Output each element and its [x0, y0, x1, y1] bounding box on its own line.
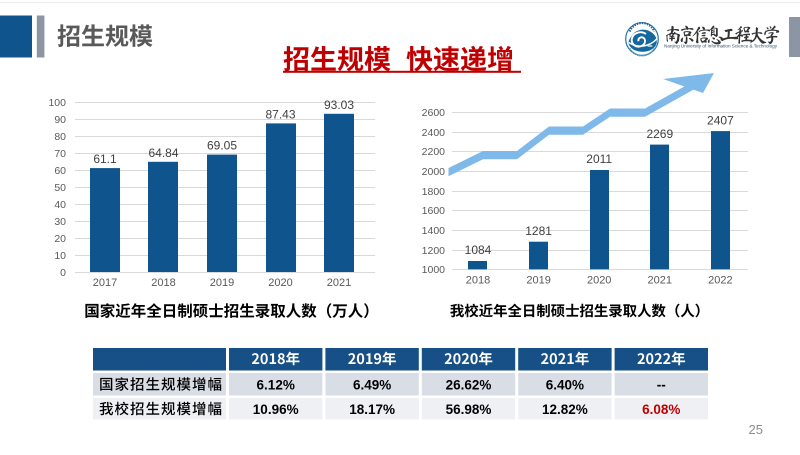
svg-text:50: 50 [54, 182, 66, 194]
svg-text:1600: 1600 [422, 205, 446, 217]
svg-text:25: 25 [749, 422, 763, 437]
svg-text:1084: 1084 [465, 243, 492, 257]
svg-text:87.43: 87.43 [265, 107, 295, 121]
svg-text:Nanjing University of Informat: Nanjing University of Information Scienc… [664, 43, 778, 48]
svg-text:1400: 1400 [422, 225, 446, 237]
svg-text:40: 40 [54, 199, 66, 211]
svg-text:12.82%: 12.82% [542, 402, 588, 417]
svg-text:2021: 2021 [648, 275, 672, 287]
svg-text:6.12%: 6.12% [257, 378, 295, 393]
svg-text:10.96%: 10.96% [253, 402, 299, 417]
svg-text:6.40%: 6.40% [546, 378, 584, 393]
svg-text:2400: 2400 [422, 127, 446, 139]
svg-text:1281: 1281 [525, 224, 552, 238]
svg-text:1800: 1800 [422, 186, 446, 198]
svg-text:2020: 2020 [587, 275, 611, 287]
svg-text:2022: 2022 [708, 275, 732, 287]
svg-text:18.17%: 18.17% [349, 402, 395, 417]
svg-text:2017: 2017 [93, 277, 117, 289]
svg-text:2020: 2020 [268, 277, 292, 289]
svg-text:2600: 2600 [422, 107, 446, 119]
svg-text:61.1: 61.1 [93, 152, 117, 166]
svg-text:2019: 2019 [210, 277, 234, 289]
svg-text:60: 60 [54, 165, 66, 177]
svg-text:26.62%: 26.62% [446, 378, 492, 393]
svg-text:0: 0 [60, 267, 66, 279]
svg-text:20: 20 [54, 233, 66, 245]
svg-text:2407: 2407 [707, 113, 734, 127]
svg-text:80: 80 [54, 131, 66, 143]
svg-text:2011: 2011 [586, 152, 612, 166]
svg-text:64.84: 64.84 [148, 146, 178, 160]
svg-text:2200: 2200 [422, 146, 446, 158]
svg-text:2018: 2018 [466, 275, 490, 287]
svg-text:93.03: 93.03 [324, 98, 354, 112]
svg-text:2021: 2021 [327, 277, 351, 289]
svg-text:56.98%: 56.98% [446, 402, 492, 417]
svg-text:2019: 2019 [526, 275, 550, 287]
svg-text:10: 10 [54, 250, 66, 262]
svg-text:69.05: 69.05 [207, 139, 237, 153]
svg-text:6.49%: 6.49% [353, 378, 391, 393]
svg-text:1000: 1000 [422, 264, 446, 276]
svg-text:1200: 1200 [422, 245, 446, 257]
svg-text:2018: 2018 [151, 277, 175, 289]
svg-text:2000: 2000 [422, 166, 446, 178]
svg-text:100: 100 [48, 97, 66, 109]
svg-text:90: 90 [54, 114, 66, 126]
svg-text:30: 30 [54, 216, 66, 228]
svg-text:--: -- [657, 378, 666, 393]
svg-text:70: 70 [54, 148, 66, 160]
svg-text:2269: 2269 [646, 127, 673, 141]
svg-text:6.08%: 6.08% [642, 402, 680, 417]
